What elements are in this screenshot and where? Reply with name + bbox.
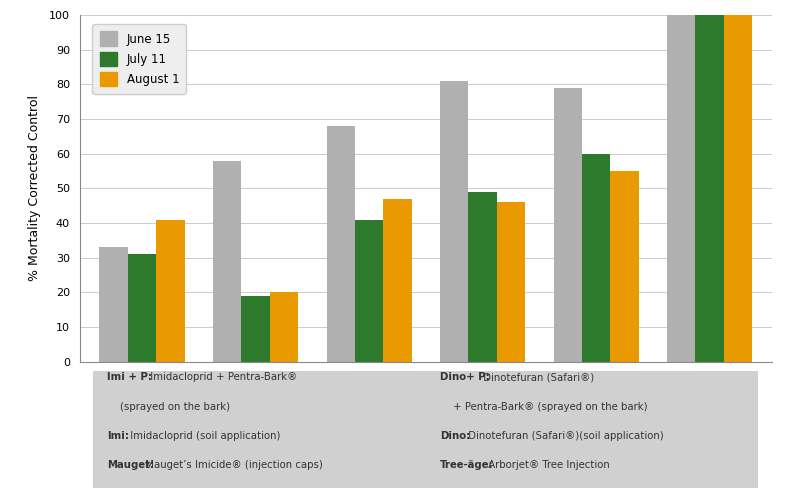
Bar: [667, 15, 696, 362]
Text: Dino+ P:: Dino+ P:: [439, 372, 490, 382]
Bar: [213, 160, 241, 362]
FancyBboxPatch shape: [93, 371, 759, 488]
Text: (sprayed on the bark): (sprayed on the bark): [107, 402, 230, 411]
Text: äge¹: äge¹: [720, 390, 755, 404]
Bar: [156, 220, 185, 362]
Bar: [440, 81, 468, 362]
Bar: [696, 15, 724, 362]
Bar: [468, 192, 497, 362]
Text: Imi:: Imi:: [107, 431, 129, 441]
Text: Mauget’s Imicide® (injection caps): Mauget’s Imicide® (injection caps): [142, 460, 323, 470]
Text: Imidacloprid (soil application): Imidacloprid (soil application): [127, 431, 281, 441]
Text: + Pentra-Bark® (sprayed on the bark): + Pentra-Bark® (sprayed on the bark): [439, 402, 647, 411]
Text: Tree-äge:: Tree-äge:: [439, 460, 494, 470]
Bar: [355, 220, 384, 362]
Bar: [384, 198, 412, 362]
Text: Mauget:: Mauget:: [107, 460, 154, 470]
Bar: [724, 15, 752, 362]
Y-axis label: % Mortality Corrected Control: % Mortality Corrected Control: [28, 96, 41, 282]
Bar: [611, 171, 638, 362]
Bar: [128, 254, 156, 362]
Text: Imi + P:: Imi + P:: [107, 372, 152, 382]
Bar: [100, 248, 128, 362]
Text: -: -: [712, 390, 718, 404]
Bar: [270, 292, 298, 362]
Bar: [553, 88, 582, 361]
Bar: [582, 154, 611, 362]
Bar: [241, 296, 270, 362]
Bar: [497, 202, 525, 362]
Legend: June 15, July 11, August 1: June 15, July 11, August 1: [92, 24, 186, 94]
Bar: [326, 126, 355, 362]
Text: Dinotefuran (Safari®)(soil application): Dinotefuran (Safari®)(soil application): [465, 431, 663, 441]
Text: Dino:: Dino:: [439, 431, 470, 441]
Text: TREE: TREE: [691, 390, 730, 404]
Text: Dinotefuran (Safari®): Dinotefuran (Safari®): [480, 372, 594, 382]
Text: Arborjet® Tree Injection: Arborjet® Tree Injection: [485, 460, 609, 470]
Text: Imidacloprid + Pentra-Bark®: Imidacloprid + Pentra-Bark®: [147, 372, 298, 382]
